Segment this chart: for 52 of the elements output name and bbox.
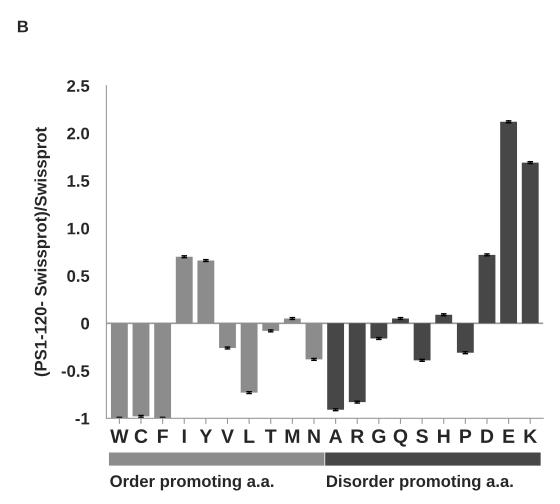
y-axis-title: (PS1-120- Swissprot)/Swissprot bbox=[34, 127, 50, 376]
bar bbox=[240, 323, 258, 393]
bar bbox=[176, 256, 193, 324]
x-tick-label: N bbox=[308, 429, 320, 443]
x-tick-label: T bbox=[265, 429, 276, 443]
bar bbox=[500, 122, 518, 324]
bar bbox=[219, 323, 236, 348]
y-tick-label: 0.5 bbox=[67, 270, 90, 282]
x-tick-label: Q bbox=[394, 429, 408, 447]
bar bbox=[392, 318, 409, 324]
y-tick-label: -0.5 bbox=[62, 365, 90, 378]
x-tick-label: H bbox=[438, 429, 450, 443]
y-tick-label: 2.5 bbox=[67, 80, 90, 92]
x-tick-label: P bbox=[460, 429, 472, 443]
y-tick-label: 0 bbox=[81, 318, 90, 330]
x-tick-label: I bbox=[182, 429, 186, 443]
x-tick-label: D bbox=[481, 429, 494, 443]
text: Order promoting a.a. bbox=[110, 474, 274, 490]
bar bbox=[197, 260, 214, 324]
x-tick-label: G bbox=[372, 429, 386, 444]
x-tick-label: A bbox=[329, 429, 342, 443]
bar bbox=[478, 254, 496, 324]
x-tick-label: E bbox=[503, 429, 514, 443]
x-tick-label: C bbox=[134, 429, 148, 444]
x-tick-label: M bbox=[286, 429, 300, 443]
x-tick-label: F bbox=[158, 429, 168, 443]
bar bbox=[348, 323, 366, 402]
x-tick-label: V bbox=[221, 429, 234, 443]
bar bbox=[306, 323, 322, 360]
x-tick-label: S bbox=[416, 429, 428, 444]
bar bbox=[456, 323, 474, 353]
bar bbox=[370, 323, 388, 338]
x-tick-label: W bbox=[110, 429, 129, 443]
bar bbox=[435, 314, 452, 324]
text: Disorder promoting a.a. bbox=[326, 474, 513, 490]
y-tick-label: -1 bbox=[76, 412, 90, 424]
y-tick-label: 1.0 bbox=[68, 222, 90, 234]
bar bbox=[414, 323, 431, 360]
x-tick-label: R bbox=[352, 429, 364, 443]
x-tick-label: K bbox=[524, 429, 538, 443]
bar bbox=[154, 323, 172, 418]
bar bbox=[132, 323, 150, 416]
bar bbox=[327, 323, 344, 410]
y-tick-label: 2.0 bbox=[67, 128, 90, 140]
x-tick-label: Y bbox=[200, 429, 212, 443]
bar bbox=[284, 318, 301, 324]
bar bbox=[110, 323, 128, 418]
x-tick-label: L bbox=[244, 429, 254, 443]
bar bbox=[262, 323, 280, 331]
bar bbox=[522, 162, 539, 324]
chart-title: B bbox=[18, 20, 28, 32]
y-tick-label: 1.5 bbox=[68, 175, 90, 187]
